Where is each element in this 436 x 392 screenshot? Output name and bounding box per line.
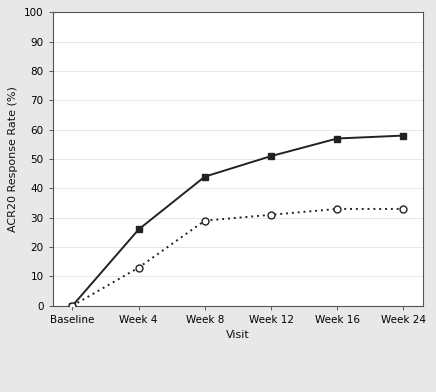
Y-axis label: ACR20 Response Rate (%): ACR20 Response Rate (%)	[8, 86, 18, 232]
X-axis label: Visit: Visit	[226, 330, 250, 340]
